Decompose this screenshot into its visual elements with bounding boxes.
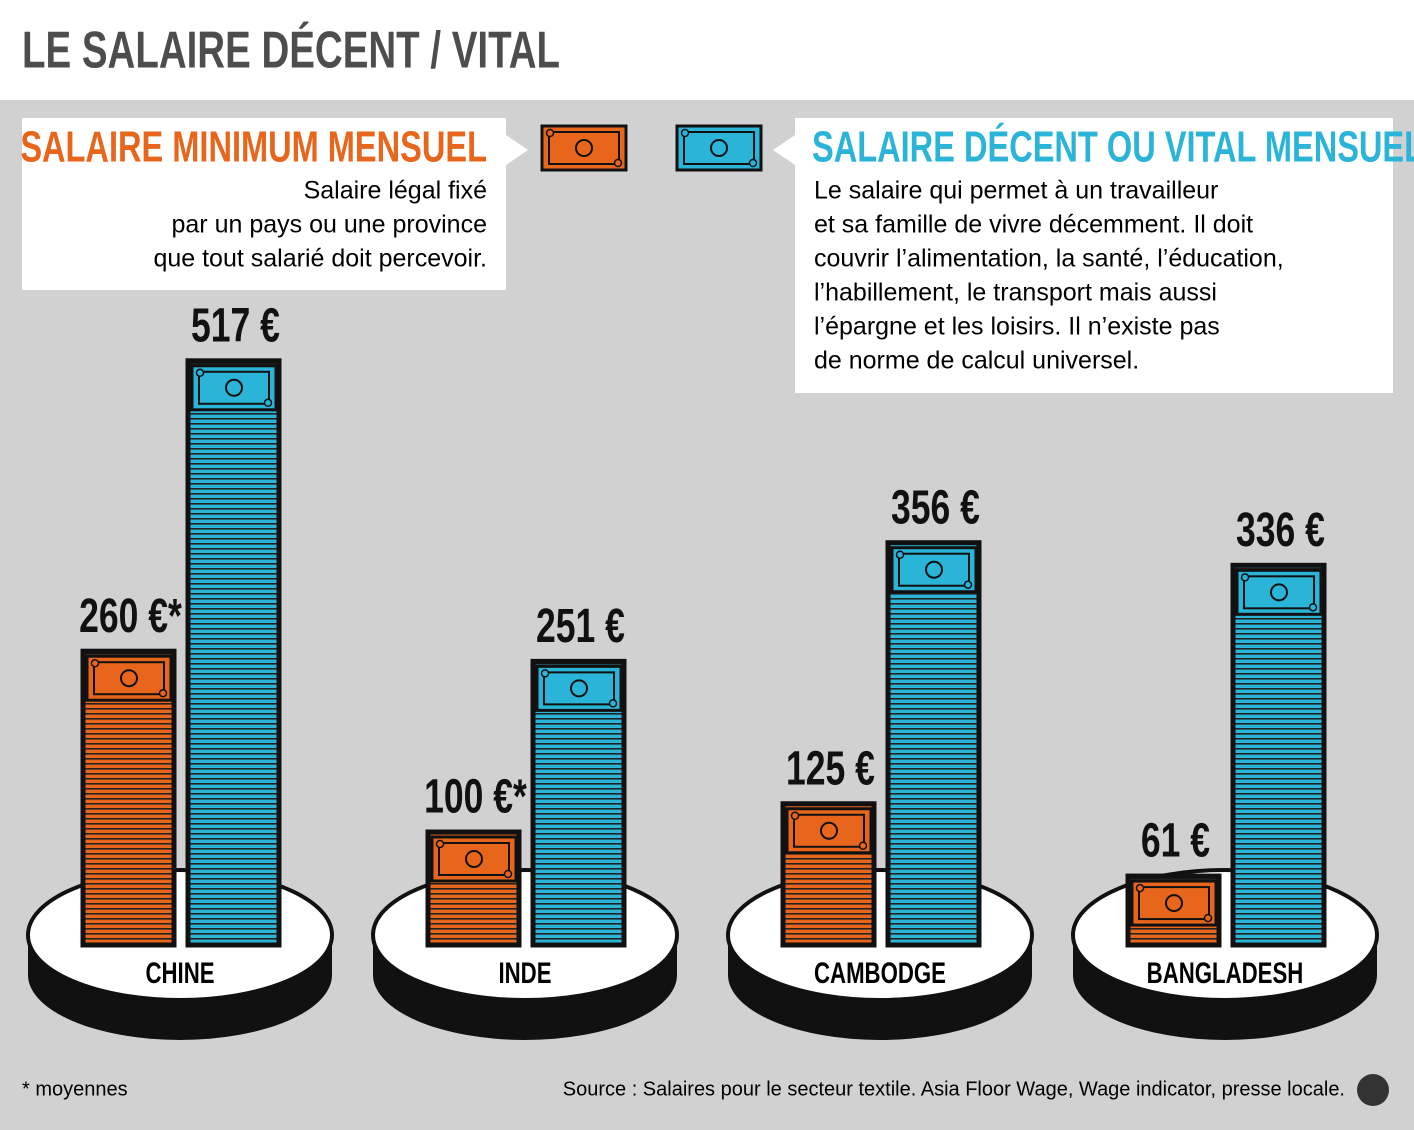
value-label: 356 € — [891, 481, 980, 534]
value-label: 61 € — [1141, 815, 1210, 868]
bar — [185, 358, 282, 948]
pointer — [506, 135, 528, 165]
bar-icon — [465, 850, 483, 868]
bar-icon — [85, 654, 173, 702]
legend-description: et sa famille de vivre décemment. Il doi… — [814, 211, 1253, 239]
bar-icon — [898, 552, 970, 587]
bar-icon — [895, 550, 905, 559]
bar-icon — [793, 813, 865, 848]
legend-box — [22, 118, 506, 290]
bar-icon — [225, 378, 243, 397]
value-label: 336 € — [1236, 504, 1325, 557]
footnote: * moyennes — [22, 1078, 128, 1100]
legend-icon — [548, 131, 620, 165]
bar-icon — [195, 368, 205, 378]
category-label: CAMBODGE — [814, 957, 946, 990]
bar-icon — [858, 841, 868, 850]
legend-icon — [675, 124, 763, 172]
legend-description: l’épargne et les loisirs. Il n’existe pa… — [814, 313, 1220, 341]
legend-icon — [710, 139, 728, 157]
value-label: 100 €* — [424, 771, 527, 824]
category-label: BANGLADESH — [1147, 957, 1304, 990]
legend-icon — [575, 139, 593, 157]
bar-icon — [1235, 568, 1323, 616]
bar-icon — [1135, 883, 1145, 893]
bar-icon — [430, 835, 518, 883]
bar-icon — [963, 580, 973, 589]
value-label: 517 € — [191, 299, 280, 352]
category-label: CHINE — [145, 957, 214, 990]
legend-icon — [748, 158, 758, 168]
legend-description: que tout salarié doit percevoir. — [153, 245, 487, 273]
value-label: 251 € — [536, 600, 625, 653]
category-label: INDE — [498, 957, 551, 990]
bar — [1230, 562, 1327, 948]
bar — [885, 540, 982, 948]
bar-icon — [438, 842, 510, 876]
legend-icon — [683, 131, 755, 165]
value-label: 125 € — [786, 742, 875, 795]
legend-description: couvrir l’alimentation, la santé, l’éduc… — [814, 245, 1284, 273]
bar-icon — [570, 679, 588, 698]
bar-icon — [435, 839, 445, 849]
bar-icon — [120, 669, 138, 688]
bar-icon — [543, 671, 615, 706]
legend-icon — [613, 158, 623, 168]
bar-icon — [1130, 879, 1218, 927]
bar-icon — [1243, 575, 1315, 610]
bar-icon — [925, 560, 943, 579]
bar-icon — [90, 658, 100, 668]
title: LE SALAIRE DÉCENT / VITAL — [22, 22, 560, 80]
bar-icon — [790, 811, 800, 820]
bar-icon — [1138, 886, 1210, 921]
logo — [1357, 1074, 1389, 1106]
source: Source : Salaires pour le secteur textil… — [563, 1078, 1345, 1100]
legend-icon — [545, 128, 555, 138]
bar-icon — [198, 370, 270, 405]
legend-icon — [680, 128, 690, 138]
bar-icon — [503, 869, 513, 879]
bar-icon — [890, 546, 978, 594]
legend-description: Salaire légal fixé — [304, 177, 487, 205]
legend-description: par un pays ou une province — [172, 211, 488, 239]
legend-label: SALAIRE DÉCENT OU VITAL MENSUEL — [812, 122, 1414, 172]
legend-label: SALAIRE MINIMUM MENSUEL — [20, 123, 487, 172]
legend-description: l’habillement, le transport mais aussi — [814, 279, 1217, 307]
bar-icon — [1165, 894, 1183, 913]
legend-description: de norme de calcul universel. — [814, 347, 1139, 375]
bar-icon — [608, 699, 618, 708]
bar-icon — [1270, 583, 1288, 602]
bar-icon — [535, 664, 623, 712]
bar-icon — [1308, 603, 1318, 612]
value-label: 260 €* — [79, 590, 182, 643]
bar-icon — [1240, 573, 1250, 582]
legend-box — [795, 118, 1393, 393]
pointer — [773, 135, 795, 165]
legend-icon — [540, 124, 628, 172]
bar-icon — [540, 669, 550, 678]
legend-description: Le salaire qui permet à un travailleur — [814, 177, 1218, 205]
bar-icon — [93, 661, 165, 696]
bar-icon — [158, 688, 168, 698]
bar-icon — [820, 821, 838, 840]
bar-icon — [785, 807, 873, 855]
bar-icon — [263, 398, 273, 408]
bar-icon — [190, 364, 278, 412]
bar-icon — [1203, 913, 1213, 923]
